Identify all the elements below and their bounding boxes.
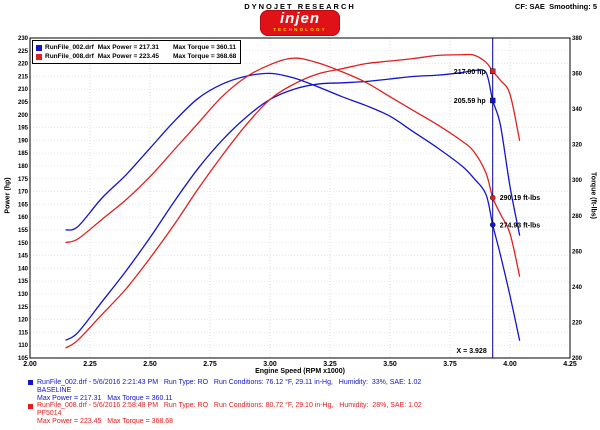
power-tick-label: 125 (18, 305, 29, 311)
run-comment-text: BASELINE (37, 386, 72, 394)
legend-swatch-red-icon (36, 53, 42, 60)
cursor-marker-icon (490, 68, 496, 74)
legend-file-label: RunFile_002.drf (45, 44, 94, 51)
run-max-values-text: Max Power = 223.45 Max Torque = 368.68 (37, 417, 174, 425)
legend-max-power-label: Max Power = 217.31 (97, 44, 160, 51)
power-tick-label: 195 (18, 126, 29, 132)
injen-logo: injen TECHNOLOGY (260, 10, 340, 36)
power-tick-label: 185 (18, 151, 29, 157)
power-tick-label: 150 (18, 241, 29, 247)
dyno-curve (65, 53, 521, 349)
legend-max-torque-label: Max Torque = 360.11 (173, 44, 236, 51)
x-tick-label: 4.00 (503, 361, 517, 368)
torque-tick-label: 320 (572, 143, 583, 149)
x-tick-label: 4.25 (563, 361, 577, 368)
legend-box: RunFile_002.drf Max Power = 217.31 Max T… (32, 40, 242, 64)
legend-max-torque-label: Max Torque = 368.68 (173, 53, 237, 60)
app-title: DYNOJET RESEARCH (244, 2, 356, 11)
run-info-baseline: RunFile_002.drf - 5/6/2016 2:21:43 PM Ru… (28, 379, 594, 402)
run-info-line: RunFile_002.drf - 5/6/2016 2:21:43 PM Ru… (28, 379, 594, 387)
power-tick-label: 220 (18, 62, 29, 68)
cursor-annotation-label: 205.59 hp (454, 98, 486, 105)
run-swatch-blue-icon (28, 380, 33, 386)
correction-settings-label: CF: SAE Smoothing: 5 (514, 2, 597, 11)
dyno-curve (65, 69, 521, 341)
legend-file-label: RunFile_008.drf (45, 53, 94, 60)
legend-max-power-label: Max Power = 223.45 (97, 53, 160, 60)
run-info-footer: RunFile_002.drf - 5/6/2016 2:21:43 PM Ru… (28, 379, 594, 426)
run-swatch-red-icon (28, 403, 33, 409)
power-tick-label: 230 (18, 36, 29, 42)
power-tick-label: 110 (18, 343, 28, 349)
torque-tick-label: 280 (572, 214, 583, 220)
cursor-marker-icon (490, 97, 496, 104)
torque-tick-label: 360 (572, 72, 583, 78)
power-tick-label: 120 (18, 318, 29, 324)
dyno-curve (65, 72, 521, 341)
run-conditions-text: RunFile_008.drf - 5/6/2016 2:58:48 PM Ru… (37, 402, 422, 410)
power-tick-label: 200 (18, 113, 29, 119)
cursor-marker-icon (489, 194, 496, 201)
cursor-annotation-label: 290.19 ft-lbs (500, 195, 541, 202)
power-tick-label: 115 (18, 330, 28, 336)
dyno-curve (65, 57, 521, 277)
torque-tick-label: 300 (572, 178, 583, 184)
torque-axis-label: Torque (ft-lbs) (589, 172, 597, 219)
power-axis-label: Power (hp) (4, 177, 12, 214)
run-max-values-text: Max Power = 217.31 Max Torque = 360.11 (37, 394, 173, 402)
power-tick-label: 215 (18, 74, 29, 80)
power-tick-label: 170 (18, 190, 29, 196)
cursor-x-label: X = 3.928 (457, 348, 487, 355)
power-tick-label: 140 (18, 266, 29, 272)
x-tick-label: 2.00 (23, 361, 37, 368)
plot-border (29, 37, 571, 359)
legend-swatch-blue-icon (36, 44, 42, 51)
torque-tick-label: 260 (572, 249, 583, 255)
x-tick-label: 3.00 (263, 361, 277, 368)
torque-tick-label: 240 (572, 285, 583, 291)
power-tick-label: 165 (18, 202, 29, 208)
x-tick-label: 3.25 (323, 361, 337, 368)
torque-tick-label: 200 (572, 356, 583, 362)
torque-tick-label: 340 (572, 107, 583, 113)
cursor-marker-icon (489, 221, 496, 228)
power-tick-label: 130 (18, 292, 29, 298)
x-tick-label: 2.75 (203, 361, 217, 368)
power-tick-label: 225 (18, 49, 29, 55)
x-tick-label: 2.25 (83, 361, 97, 368)
injen-logo-text: injen (279, 10, 320, 27)
x-tick-label: 3.75 (443, 361, 457, 368)
cursor-annotation-label: 274.93 ft-lbs (500, 222, 541, 229)
power-tick-label: 180 (18, 164, 29, 170)
power-tick-label: 175 (18, 177, 29, 183)
legend-row-pf5014: RunFile_008.drf Max Power = 223.45 Max T… (36, 52, 236, 61)
run-conditions-text: RunFile_002.drf - 5/6/2016 2:21:43 PM Ru… (37, 379, 422, 386)
power-tick-label: 210 (18, 87, 29, 93)
run-comment-text: PF5014 (37, 410, 62, 418)
torque-tick-label: 220 (572, 320, 583, 326)
power-tick-label: 155 (18, 228, 29, 234)
x-tick-label: 2.50 (143, 361, 157, 368)
run-info-pf5014: RunFile_008.drf - 5/6/2016 2:58:48 PM Ru… (28, 402, 594, 425)
run-info-line: RunFile_008.drf - 5/6/2016 2:58:48 PM Ru… (28, 402, 594, 410)
power-tick-label: 190 (18, 138, 29, 144)
x-tick-label: 3.50 (383, 361, 397, 368)
power-tick-label: 160 (18, 215, 29, 221)
power-tick-label: 105 (18, 356, 29, 362)
power-tick-label: 135 (18, 279, 29, 285)
injen-logo-subtext: TECHNOLOGY (273, 27, 327, 32)
torque-tick-label: 380 (572, 36, 583, 42)
rpm-axis-label: Engine Speed (RPM x1000) (255, 368, 345, 375)
legend-row-baseline: RunFile_002.drf Max Power = 217.31 Max T… (36, 43, 236, 52)
power-tick-label: 145 (18, 254, 29, 260)
power-tick-label: 205 (18, 100, 29, 106)
cursor-annotation-label: 217.00 hp (454, 69, 486, 76)
